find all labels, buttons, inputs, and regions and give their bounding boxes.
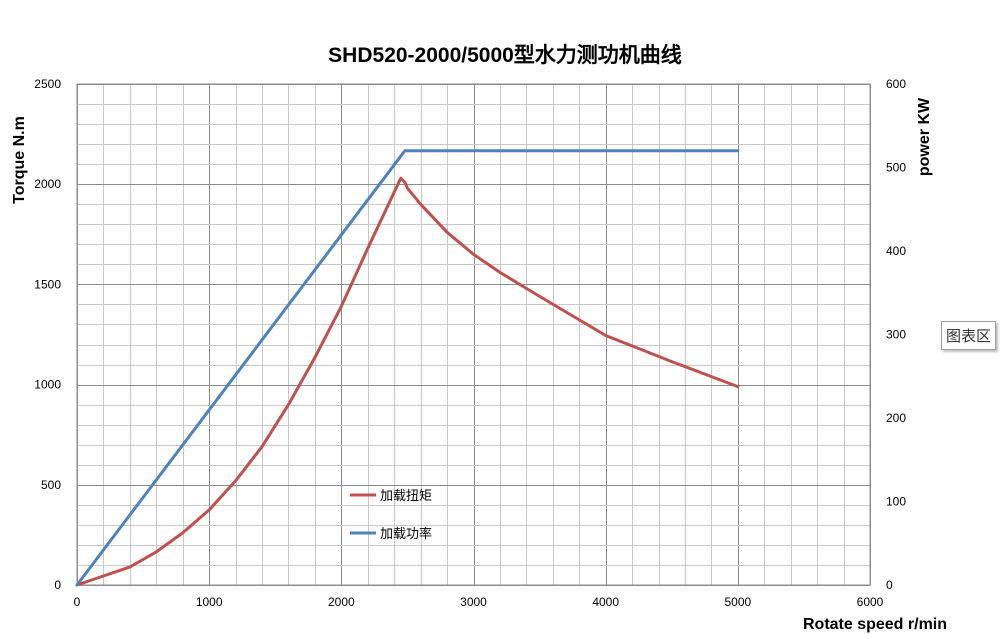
y-tick-label: 2500 xyxy=(34,77,61,91)
y-tick-label: 2000 xyxy=(34,177,61,191)
y2-tick-label: 200 xyxy=(886,411,906,425)
y2-tick-label: 0 xyxy=(886,578,893,592)
x-axis-title: Rotate speed r/min xyxy=(803,616,947,633)
gridlines xyxy=(77,84,871,586)
y-axis-ticks: 0 500 1000 1500 2000 2500 xyxy=(34,77,61,592)
y-tick-label: 0 xyxy=(54,578,61,592)
chart-title: SHD520-2000/5000型水力测功机曲线 xyxy=(328,43,682,67)
series-lines xyxy=(75,149,740,587)
x-axis-ticks: 0 1000 2000 3000 4000 5000 6000 xyxy=(74,595,884,609)
y2-tick-label: 500 xyxy=(886,161,906,175)
chart-area-tooltip: 图表区 xyxy=(941,321,997,350)
x-tick-label: 4000 xyxy=(592,595,619,609)
legend-label: 加载扭矩 xyxy=(380,489,432,504)
y-axis-title: Torque N.m xyxy=(11,116,28,204)
y2-tick-label: 400 xyxy=(886,244,906,258)
x-tick-label: 5000 xyxy=(724,595,751,609)
y2-tick-label: 300 xyxy=(886,328,906,342)
y-tick-label: 1000 xyxy=(34,378,61,392)
x-tick-label: 6000 xyxy=(857,595,884,609)
y-tick-label: 1500 xyxy=(34,277,61,291)
power-series-line xyxy=(75,149,740,587)
y2-tick-label: 100 xyxy=(886,495,906,509)
plot-area-frame xyxy=(76,83,871,586)
y2-tick-label: 600 xyxy=(886,77,906,91)
torque-series-line xyxy=(75,176,740,587)
y-tick-label: 500 xyxy=(41,478,61,492)
y2-axis-title: power KW xyxy=(916,97,933,176)
x-tick-label: 3000 xyxy=(460,595,487,609)
x-tick-label: 2000 xyxy=(328,595,355,609)
legend-label: 加载功率 xyxy=(380,526,432,542)
y2-axis-ticks: 0 100 200 300 400 500 600 xyxy=(886,77,906,592)
x-tick-label: 0 xyxy=(74,595,81,609)
x-tick-label: 1000 xyxy=(196,595,223,609)
